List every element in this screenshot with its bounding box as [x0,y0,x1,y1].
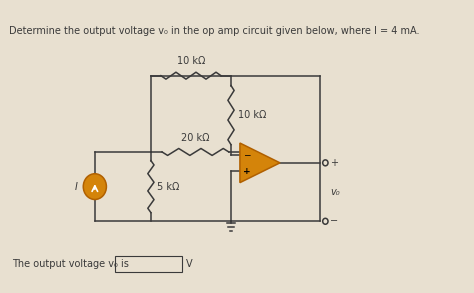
Text: V: V [186,259,192,269]
Circle shape [323,218,328,224]
Polygon shape [240,143,280,183]
Text: −: − [244,150,251,159]
Text: 20 kΩ: 20 kΩ [181,133,210,143]
Text: +: + [244,167,251,176]
Text: 10 kΩ: 10 kΩ [238,110,266,120]
Text: v₀: v₀ [330,187,339,197]
Text: 5 kΩ: 5 kΩ [157,182,180,192]
Circle shape [323,160,328,166]
FancyBboxPatch shape [115,256,182,272]
Text: The output voltage v₀ is: The output voltage v₀ is [12,259,129,269]
Text: I: I [75,182,78,192]
Text: −: − [330,216,338,226]
Circle shape [83,174,106,200]
Text: 10 kΩ: 10 kΩ [177,56,205,66]
Text: Determine the output voltage v₀ in the op amp circuit given below, where I = 4 m: Determine the output voltage v₀ in the o… [9,26,419,36]
Text: +: + [330,158,338,168]
